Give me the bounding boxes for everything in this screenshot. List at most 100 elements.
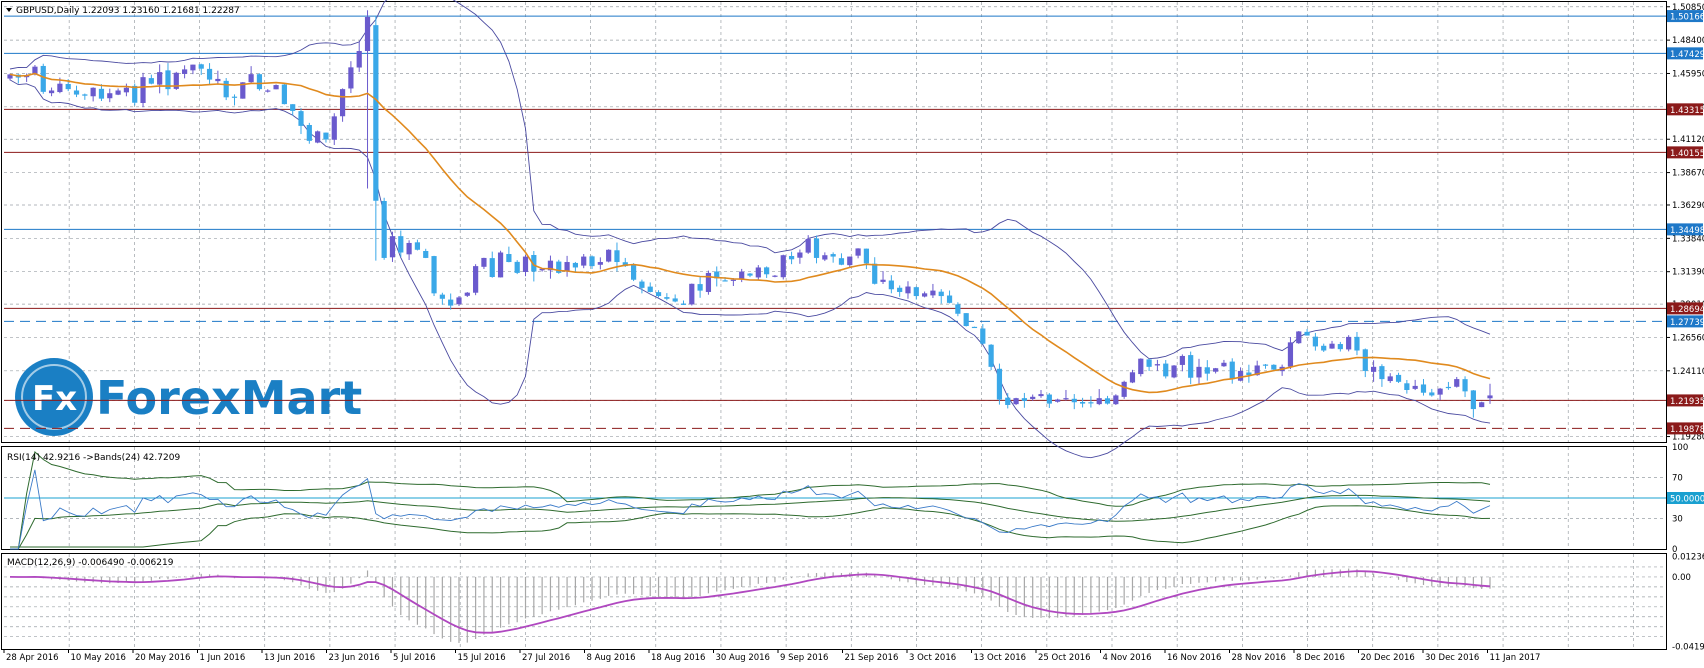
level-price-tag xyxy=(1667,103,1703,116)
candle-body xyxy=(90,87,96,97)
level-price-tag xyxy=(1667,422,1703,435)
candle-body xyxy=(1154,364,1161,366)
axes: 1.508501.484001.459501.435001.411201.386… xyxy=(3,3,1704,663)
rsi-upper-band xyxy=(10,451,1491,550)
candle-body xyxy=(398,236,404,253)
candle-body xyxy=(132,85,138,103)
candle-body xyxy=(1404,383,1410,390)
candle-body xyxy=(564,262,570,272)
rsi-tick-label: 30 xyxy=(1672,514,1683,524)
candle-body xyxy=(140,77,146,103)
date-tick-label: 20 Dec 2016 xyxy=(1361,653,1415,663)
candle-body xyxy=(838,258,845,265)
candle-body xyxy=(539,268,545,271)
candle-body xyxy=(764,267,770,275)
candle-body xyxy=(1262,364,1269,366)
price-tick-label: 1.45950 xyxy=(1672,69,1704,79)
candle-body xyxy=(190,64,196,71)
candle-body xyxy=(1346,336,1352,350)
candle-body xyxy=(165,70,171,90)
candle-body xyxy=(240,82,246,99)
candle-body xyxy=(556,261,562,273)
candle-body xyxy=(48,90,55,94)
level-price-label: 1.19878 xyxy=(1670,425,1704,435)
candle-body xyxy=(173,72,179,89)
candle-body xyxy=(614,250,620,263)
date-tick-label: 15 Jul 2016 xyxy=(458,653,506,663)
candle-body xyxy=(356,51,362,68)
candle-body xyxy=(1437,388,1443,395)
macd-signal-line xyxy=(9,570,1491,634)
candle-body xyxy=(589,256,595,267)
main-panel-frame xyxy=(1,1,1667,443)
candle-body xyxy=(822,255,828,260)
date-tick-label: 10 May 2016 xyxy=(71,653,126,663)
candle-body xyxy=(905,286,911,294)
rsi-tick-label: 0 xyxy=(1672,545,1677,555)
candle-body xyxy=(506,254,512,263)
candle-body xyxy=(1138,358,1144,375)
candle-body xyxy=(888,280,894,290)
candle-body xyxy=(281,84,287,105)
upper-band-line xyxy=(9,0,1491,360)
candle-body xyxy=(157,72,163,85)
rsi-level-label: 50.0000 xyxy=(1670,495,1704,505)
candle-body xyxy=(464,292,470,296)
candle-body xyxy=(531,254,537,272)
candle-body xyxy=(547,260,554,271)
candle-body xyxy=(847,256,853,266)
candle-body xyxy=(639,281,645,288)
candle-body xyxy=(1362,349,1368,371)
candle-body xyxy=(606,249,612,262)
level-price-label: 1.40155 xyxy=(1670,149,1704,159)
macd-header: MACD(12,26,9) -0.006490 -0.006219 xyxy=(7,558,174,568)
date-tick-label: 18 Aug 2016 xyxy=(651,653,705,663)
rsi-mid-band xyxy=(10,494,1491,550)
candle-body xyxy=(597,262,603,265)
candle-body xyxy=(1229,361,1235,380)
candle-body xyxy=(1013,398,1019,405)
candle-body xyxy=(1221,362,1227,367)
candle-body xyxy=(389,236,396,258)
macd-panel-frame xyxy=(1,553,1667,650)
price-tick-label: 1.33840 xyxy=(1672,234,1704,244)
candle-body xyxy=(788,255,795,260)
date-tick-label: 27 Jul 2016 xyxy=(522,653,570,663)
candle-body xyxy=(622,262,628,267)
price-tick-label: 1.24110 xyxy=(1672,367,1704,377)
candle-body xyxy=(215,78,221,82)
candle-body xyxy=(481,257,487,267)
candle-body xyxy=(40,65,46,92)
candle-body xyxy=(1038,394,1044,397)
candle-body xyxy=(1445,386,1452,389)
candle-body xyxy=(1487,395,1493,399)
date-tick-label: 1 Jun 2016 xyxy=(200,653,246,663)
rsi-header: RSI(14) 42.9216 ->Bands(24) 42.7209 xyxy=(7,453,180,463)
candle-body xyxy=(880,279,886,282)
level-price-label: 1.34498 xyxy=(1670,226,1704,236)
candle-body xyxy=(1470,390,1476,410)
candle-body xyxy=(7,74,13,79)
candle-body xyxy=(780,255,786,278)
dropdown-arrow-icon[interactable] xyxy=(6,8,12,12)
rsi-indicator xyxy=(4,451,1666,550)
candle-body xyxy=(348,67,354,89)
candle-body xyxy=(946,295,953,303)
forexmart-watermark: Fx ForexMart xyxy=(15,358,362,436)
candle-body xyxy=(797,252,803,258)
candle-body xyxy=(1337,344,1343,350)
date-tick-label: 30 Aug 2016 xyxy=(716,653,770,663)
candle-body xyxy=(672,298,678,302)
candle-body xyxy=(1370,366,1377,372)
level-price-label: 1.47429 xyxy=(1670,50,1704,60)
candle-body xyxy=(1287,342,1294,367)
candle-body xyxy=(57,83,63,93)
date-tick-label: 25 Oct 2016 xyxy=(1038,653,1091,663)
macd-tick-label: 0.012364 xyxy=(1672,552,1704,562)
candle-body xyxy=(182,69,188,74)
candle-body xyxy=(456,297,462,305)
candle-body xyxy=(497,252,504,278)
date-tick-label: 13 Jun 2016 xyxy=(264,653,315,663)
level-price-tag xyxy=(1667,223,1703,236)
